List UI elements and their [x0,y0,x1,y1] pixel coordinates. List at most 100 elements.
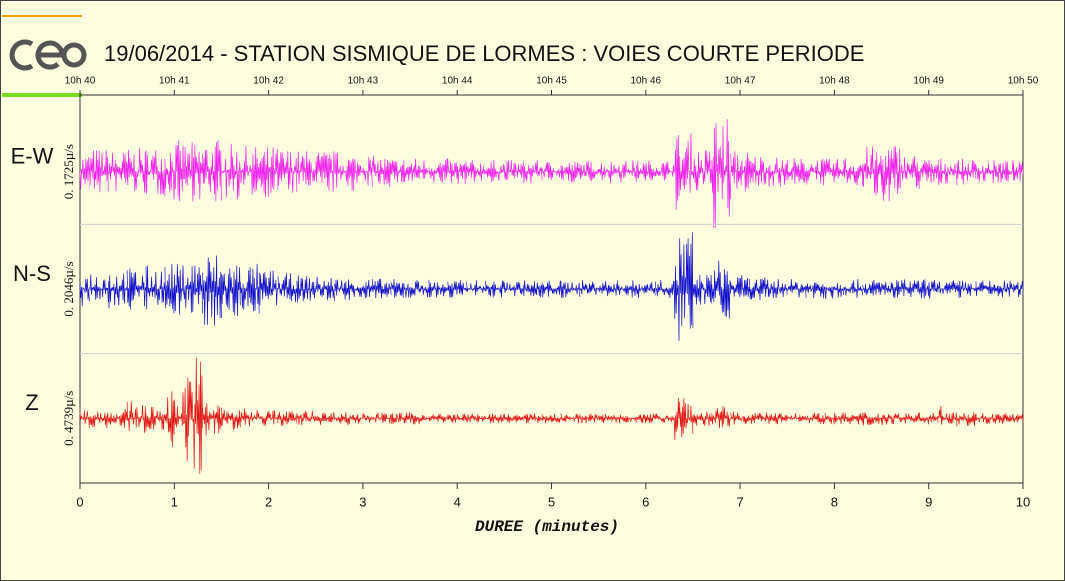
trace-segment [1013,414,1024,423]
trace-segment [636,282,656,299]
trace-segment [541,280,562,298]
trace-segment [862,279,882,296]
x-tick-label: 8 [831,494,838,509]
scale-label: 0. 4739µ/s [61,391,76,446]
trace-segment [202,255,222,326]
trace-segment [674,132,694,210]
trace-segment [390,160,411,183]
trace-segment [843,278,864,298]
top-tick-label: 10h 43 [348,76,379,87]
trace-segment [315,276,335,301]
trace-segment [541,414,562,424]
trace-segment [503,281,524,297]
trace-segment [353,279,373,299]
trace-segment [956,412,977,427]
trace-segment [107,152,128,192]
trace-segment [390,279,411,298]
x-tick-label: 7 [736,494,743,509]
trace-segment [1013,281,1024,298]
trace-segment [956,158,977,185]
x-tick-label: 4 [454,494,461,509]
trace-segment [918,412,939,425]
trace-segment [541,161,562,181]
x-tick-label: 1 [171,494,178,509]
trace-segment [975,280,996,296]
trace-segment [164,140,185,202]
trace-segment [277,273,298,303]
trace-segment [579,280,599,295]
channel-label: N-S [13,261,51,286]
x-axis-label: DUREE (minutes) [475,518,619,536]
scale-label: 0. 2046µ/s [61,261,76,316]
trace-segment [711,406,732,429]
trace-segment [221,143,241,199]
trace-segment [900,156,920,189]
trace-segment [900,279,920,298]
trace-segment [636,160,656,181]
trace-segment [447,413,467,423]
trace-segment [598,161,618,184]
trace-segment [277,411,298,426]
trace-segment [258,270,279,306]
trace-segment [786,413,807,422]
trace-segment [749,156,769,186]
trace-segment [107,273,128,309]
trace-segment [768,279,788,299]
x-tick-label: 3 [359,494,366,509]
logo-c [9,39,34,71]
trace-segment [937,158,958,186]
trace-segment [862,146,882,195]
top-tick-label: 10h 49 [913,76,944,87]
trace-segment [466,160,486,183]
trace-segment [126,401,147,433]
top-tick-label: 10h 42 [253,76,284,87]
logo-e [35,40,65,70]
trace-segment [277,151,298,193]
trace-segment [353,157,373,188]
x-tick-label: 6 [642,494,649,509]
trace-segment [975,160,996,183]
trace-segment [202,139,222,202]
trace-segment [805,158,826,186]
trace-segment [485,160,505,183]
x-tick-label: 0 [76,494,83,509]
trace-segment [900,412,920,424]
trace-segment [560,161,581,183]
trace-segment [918,279,939,299]
trace-segment [466,280,486,296]
trace-segment [315,151,335,192]
trace [79,231,1024,341]
trace-segment [164,391,185,448]
trace-segment [617,280,637,298]
trace-segment [805,412,826,425]
trace-segment [673,397,694,440]
trace-segment [353,412,373,424]
trace-segment [428,413,449,423]
trace-segment [202,403,222,436]
trace-segment [334,411,354,426]
trace-segment [843,413,864,425]
trace-segment [239,408,260,427]
trace-segment [485,413,505,424]
trace-segment [522,159,543,184]
x-tick-label: 10 [1016,494,1030,509]
trace-segment [711,119,732,229]
logo [9,39,87,71]
trace-segment [258,410,279,426]
trace-segment [183,142,203,202]
trace-segment [824,158,845,182]
trace-segment [654,279,675,299]
trace-segment [447,280,467,298]
trace-segment [485,280,505,298]
trace-segment [503,413,524,424]
trace-segment [749,277,769,301]
trace-segment [296,275,317,303]
trace-segment [560,281,581,299]
trace-segment [975,413,996,424]
trace-segment [994,160,1014,183]
trace-segment [409,158,430,182]
logo-a [61,42,87,68]
trace-segment [145,150,166,197]
trace-segment [89,149,109,193]
